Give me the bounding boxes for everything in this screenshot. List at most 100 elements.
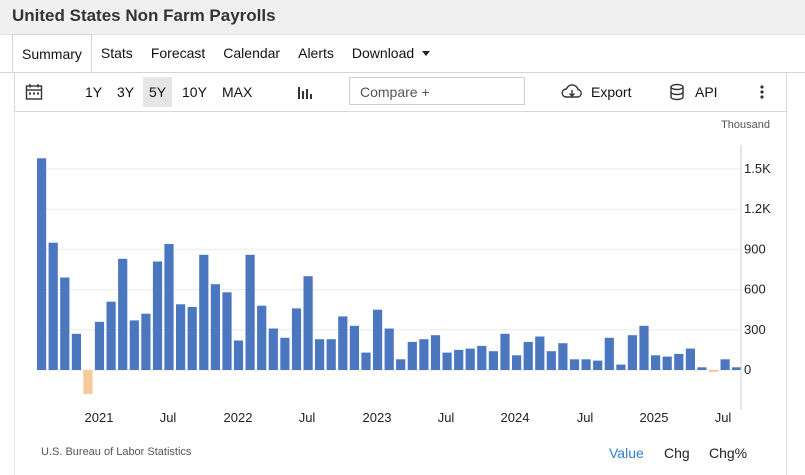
bar[interactable] (523, 341, 533, 370)
mode-chgpct-button[interactable]: Chg% (709, 445, 748, 461)
chart-frame (14, 111, 787, 475)
bar[interactable] (176, 304, 186, 370)
bar[interactable] (338, 316, 348, 370)
bar[interactable] (245, 254, 255, 370)
tab-label: Alerts (298, 45, 334, 61)
tab-label: Download (351, 45, 415, 61)
bar[interactable] (430, 335, 441, 370)
bar[interactable] (500, 333, 510, 370)
bar[interactable] (581, 359, 591, 370)
bar[interactable] (442, 352, 452, 370)
bar[interactable] (129, 320, 139, 370)
bar[interactable] (697, 367, 707, 370)
bar[interactable] (199, 254, 209, 370)
bar[interactable] (164, 244, 174, 370)
x-tick-label: Jul (715, 410, 732, 425)
bar[interactable] (674, 353, 684, 370)
tab-calendar[interactable]: Calendar (214, 34, 289, 72)
x-tick-label: 2021 (85, 410, 114, 425)
bar[interactable] (118, 258, 128, 370)
bar[interactable] (384, 328, 394, 371)
bar[interactable] (222, 292, 232, 370)
bar[interactable] (569, 359, 580, 370)
range-5y-button[interactable]: 5Y (143, 77, 173, 107)
chart-toolbar: 1Y 3Y 5Y 10Y MAX Compare + Export API (14, 73, 787, 112)
x-tick-label: 2023 (363, 410, 392, 425)
mode-chg-button[interactable]: Chg (664, 445, 690, 461)
y-tick-label: 1.2K (744, 201, 771, 216)
bar[interactable] (685, 348, 695, 370)
bar[interactable] (373, 309, 383, 370)
bar[interactable] (546, 351, 556, 370)
x-tick-label: 2025 (640, 410, 669, 425)
y-tick-label: 900 (744, 241, 766, 256)
bar[interactable] (48, 242, 58, 370)
range-3y-button[interactable]: 3Y (117, 84, 135, 100)
bar[interactable] (454, 349, 464, 370)
bar[interactable] (187, 307, 197, 370)
bar[interactable] (488, 351, 498, 370)
api-button[interactable]: API (669, 73, 718, 111)
bar[interactable] (303, 276, 313, 370)
bar[interactable] (326, 339, 336, 370)
bar[interactable] (512, 355, 522, 370)
bar[interactable] (639, 325, 649, 370)
bar[interactable] (280, 337, 290, 370)
bar[interactable] (535, 336, 545, 371)
bar[interactable] (257, 305, 267, 370)
bar[interactable] (616, 364, 626, 370)
bar[interactable] (593, 360, 603, 370)
tab-stats[interactable]: Stats (92, 34, 142, 72)
export-button[interactable]: Export (561, 73, 631, 111)
calendar-icon[interactable] (25, 73, 43, 111)
tab-label: Calendar (223, 45, 281, 61)
bar[interactable] (60, 277, 70, 371)
x-tick-label: Jul (299, 410, 316, 425)
bar[interactable] (604, 337, 614, 370)
bar[interactable] (152, 261, 163, 371)
bar[interactable] (662, 356, 672, 370)
y-tick-label: 0 (744, 362, 751, 377)
bar[interactable] (708, 370, 719, 372)
range-max-button[interactable]: MAX (222, 84, 253, 100)
bar[interactable] (233, 340, 244, 371)
compare-input[interactable]: Compare + (349, 77, 525, 105)
tab-download[interactable]: Download (343, 34, 439, 72)
bar[interactable] (627, 335, 637, 370)
bar[interactable] (396, 359, 406, 370)
bar[interactable] (349, 325, 359, 370)
tab-forecast[interactable]: Forecast (142, 34, 214, 72)
bar[interactable] (83, 370, 93, 395)
bar[interactable] (419, 339, 429, 370)
tab-alerts[interactable]: Alerts (289, 34, 343, 72)
chart-type-icon[interactable] (297, 73, 313, 111)
more-options-icon[interactable] (759, 73, 765, 111)
bar[interactable] (477, 345, 487, 370)
y-tick-label: 300 (744, 322, 766, 337)
range-1y-button[interactable]: 1Y (85, 84, 103, 100)
bar[interactable] (141, 313, 151, 370)
bar[interactable] (361, 352, 371, 370)
bar[interactable] (210, 284, 220, 370)
bar[interactable] (407, 341, 417, 370)
database-icon (670, 83, 684, 101)
mode-value-button[interactable]: Value (609, 445, 644, 461)
bar[interactable] (71, 333, 81, 370)
source-label: U.S. Bureau of Labor Statistics (41, 446, 192, 458)
bar[interactable] (651, 355, 661, 370)
bar[interactable] (558, 343, 568, 370)
bar[interactable] (291, 308, 302, 370)
title-bar: United States Non Farm Payrolls (0, 0, 805, 35)
bar[interactable] (268, 328, 278, 371)
bar[interactable] (465, 348, 475, 370)
y-tick-label: 600 (744, 282, 766, 297)
bar[interactable] (94, 321, 105, 370)
bar[interactable] (732, 367, 742, 370)
range-10y-button[interactable]: 10Y (182, 84, 207, 100)
bar[interactable] (315, 339, 325, 370)
page-title: United States Non Farm Payrolls (12, 6, 276, 25)
bar[interactable] (106, 301, 116, 370)
bar[interactable] (37, 158, 47, 370)
tab-summary[interactable]: Summary (12, 34, 92, 73)
bar[interactable] (720, 359, 730, 370)
